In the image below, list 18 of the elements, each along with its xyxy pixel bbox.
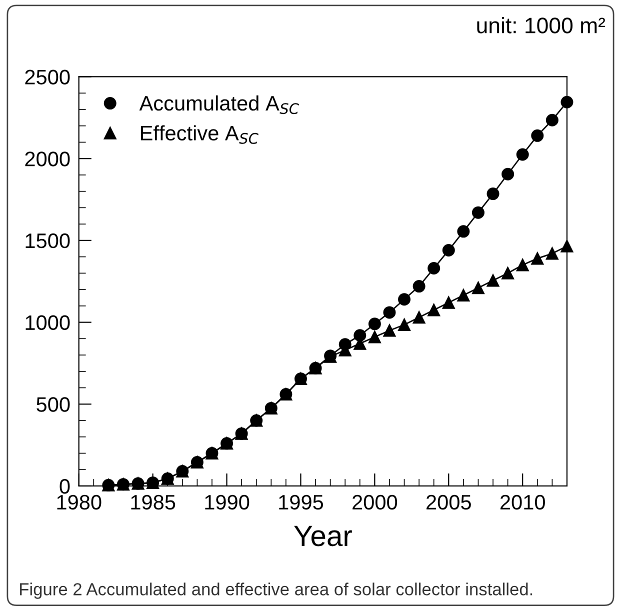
x-tick-label: 1980 bbox=[57, 494, 102, 510]
caption: Figure 2 Accumulated and effective area of solar collector installed. bbox=[20, 582, 532, 599]
y-tick-label: 1500 bbox=[26, 233, 70, 248]
x-tick-label: 2000 bbox=[352, 494, 398, 510]
text: unit: 1000 m² bbox=[477, 17, 606, 34]
y-tick-label: 2500 bbox=[25, 70, 70, 84]
y-tick-label: 2000 bbox=[25, 152, 70, 166]
x-tick-label: 2005 bbox=[426, 494, 471, 510]
y-tick-label: 1000 bbox=[26, 315, 70, 330]
x-tick-label: 2010 bbox=[500, 494, 545, 510]
y-tick-label: 0 bbox=[60, 478, 70, 494]
x-axis-title: Year bbox=[294, 526, 352, 546]
x-tick-label: 1995 bbox=[279, 494, 324, 510]
x-tick-label: 1990 bbox=[205, 494, 250, 510]
legend-label: Accumulated A$_{SC}$ bbox=[139, 95, 299, 114]
x-tick-label: 1985 bbox=[131, 494, 176, 510]
y-tick-label: 500 bbox=[36, 397, 70, 412]
legend-label: Effective A$_{SC}$ bbox=[140, 125, 258, 144]
